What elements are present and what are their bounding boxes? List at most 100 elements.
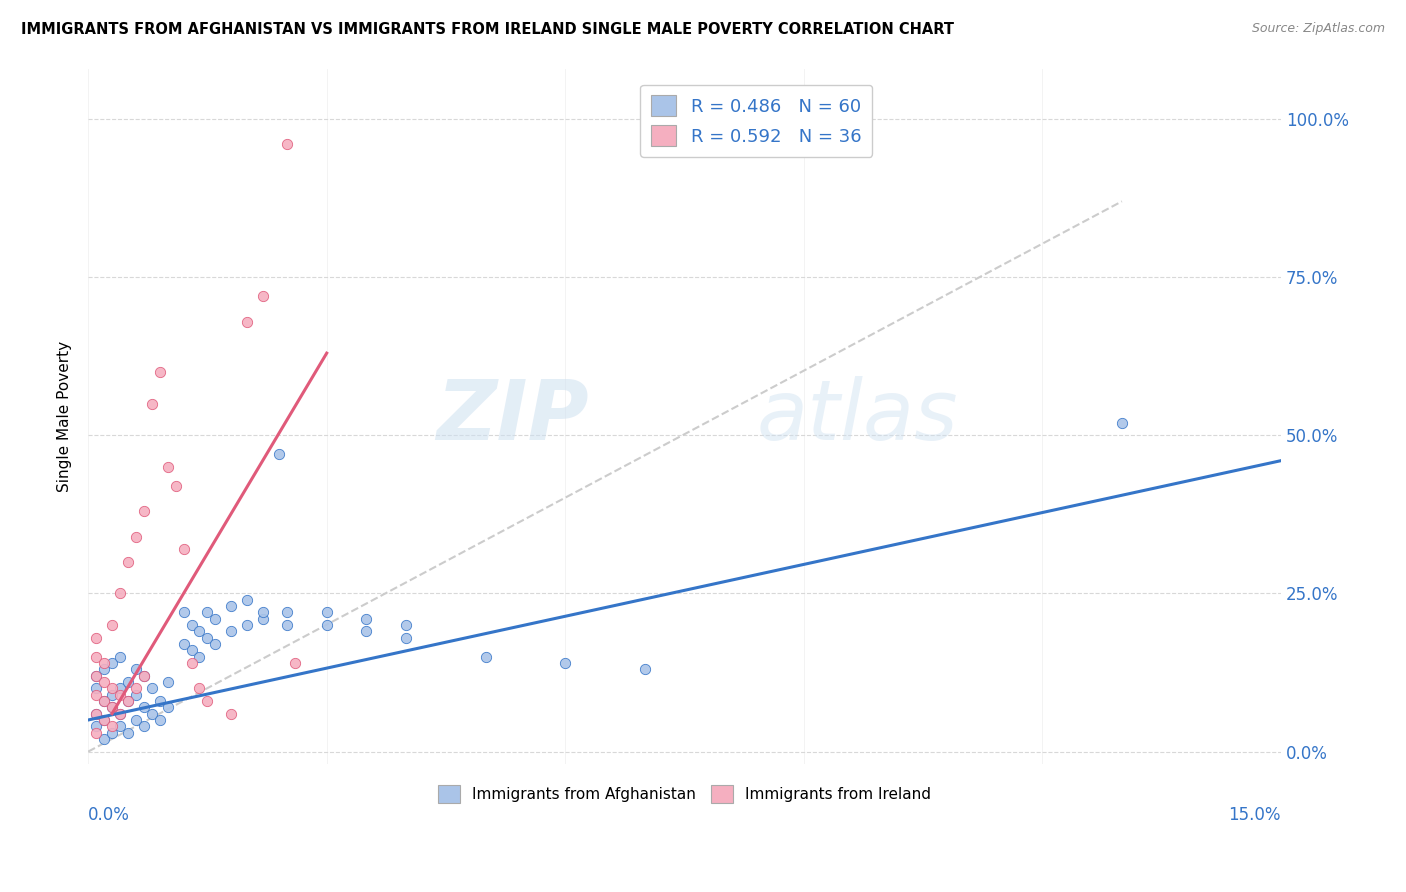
Point xyxy=(180,656,202,670)
Point xyxy=(93,731,115,746)
Point xyxy=(149,713,172,727)
Text: 15.0%: 15.0% xyxy=(1229,806,1281,824)
Point xyxy=(221,624,243,639)
Point xyxy=(93,713,115,727)
Point xyxy=(93,694,115,708)
Point xyxy=(554,656,576,670)
Point xyxy=(84,631,107,645)
Point xyxy=(197,631,219,645)
Point xyxy=(101,725,124,739)
Text: atlas: atlas xyxy=(756,376,957,457)
Point xyxy=(132,669,155,683)
Point xyxy=(117,555,139,569)
Point xyxy=(125,662,148,676)
Point xyxy=(108,688,131,702)
Point xyxy=(132,504,155,518)
Point xyxy=(356,612,378,626)
Point xyxy=(108,649,131,664)
Point xyxy=(125,530,148,544)
Point xyxy=(197,694,219,708)
Point xyxy=(156,675,179,690)
Point xyxy=(132,719,155,733)
Point xyxy=(395,618,418,632)
Point xyxy=(125,688,148,702)
Point xyxy=(141,397,163,411)
Point xyxy=(284,656,307,670)
Point xyxy=(156,700,179,714)
Text: ZIP: ZIP xyxy=(436,376,589,457)
Point xyxy=(188,649,211,664)
Point xyxy=(93,675,115,690)
Point xyxy=(93,662,115,676)
Point xyxy=(252,289,274,303)
Point xyxy=(108,719,131,733)
Point xyxy=(108,586,131,600)
Point xyxy=(236,592,259,607)
Point xyxy=(252,612,274,626)
Point xyxy=(197,606,219,620)
Point xyxy=(180,643,202,657)
Point xyxy=(108,706,131,721)
Point xyxy=(188,681,211,696)
Point xyxy=(101,719,124,733)
Point xyxy=(84,706,107,721)
Point xyxy=(101,656,124,670)
Text: 0.0%: 0.0% xyxy=(89,806,129,824)
Point xyxy=(84,669,107,683)
Point xyxy=(173,542,195,557)
Point xyxy=(173,606,195,620)
Point xyxy=(101,688,124,702)
Point xyxy=(1111,416,1133,430)
Point xyxy=(93,713,115,727)
Point xyxy=(101,700,124,714)
Point xyxy=(276,606,298,620)
Point xyxy=(93,694,115,708)
Point xyxy=(252,606,274,620)
Point xyxy=(101,618,124,632)
Point xyxy=(276,618,298,632)
Point xyxy=(221,706,243,721)
Point xyxy=(132,700,155,714)
Point xyxy=(149,694,172,708)
Point xyxy=(117,725,139,739)
Point xyxy=(141,681,163,696)
Point xyxy=(84,669,107,683)
Point xyxy=(236,618,259,632)
Point xyxy=(173,637,195,651)
Point xyxy=(108,681,131,696)
Point xyxy=(84,719,107,733)
Point xyxy=(634,662,657,676)
Point xyxy=(188,624,211,639)
Text: Source: ZipAtlas.com: Source: ZipAtlas.com xyxy=(1251,22,1385,36)
Point xyxy=(156,460,179,475)
Point xyxy=(84,688,107,702)
Point xyxy=(267,447,290,461)
Text: IMMIGRANTS FROM AFGHANISTAN VS IMMIGRANTS FROM IRELAND SINGLE MALE POVERTY CORRE: IMMIGRANTS FROM AFGHANISTAN VS IMMIGRANT… xyxy=(21,22,955,37)
Point xyxy=(204,637,226,651)
Point xyxy=(180,618,202,632)
Point xyxy=(108,706,131,721)
Legend: Immigrants from Afghanistan, Immigrants from Ireland: Immigrants from Afghanistan, Immigrants … xyxy=(432,779,936,809)
Point xyxy=(84,725,107,739)
Point xyxy=(141,706,163,721)
Point xyxy=(221,599,243,614)
Point xyxy=(132,669,155,683)
Point xyxy=(117,694,139,708)
Y-axis label: Single Male Poverty: Single Male Poverty xyxy=(58,341,72,492)
Point xyxy=(315,606,337,620)
Point xyxy=(101,681,124,696)
Point xyxy=(276,137,298,152)
Point xyxy=(395,631,418,645)
Point xyxy=(84,649,107,664)
Point xyxy=(84,681,107,696)
Point xyxy=(125,681,148,696)
Point xyxy=(84,706,107,721)
Point xyxy=(93,656,115,670)
Point xyxy=(101,700,124,714)
Point xyxy=(356,624,378,639)
Point xyxy=(165,479,187,493)
Point xyxy=(236,314,259,328)
Point xyxy=(315,618,337,632)
Point xyxy=(125,713,148,727)
Point xyxy=(117,694,139,708)
